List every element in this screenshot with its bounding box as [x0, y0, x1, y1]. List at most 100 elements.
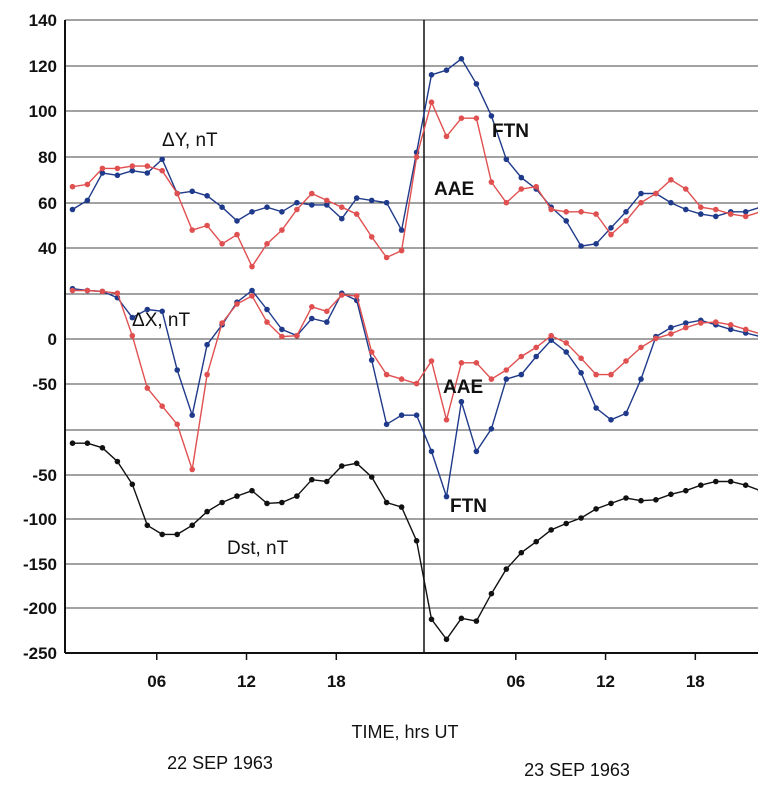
data-point-ftn — [189, 189, 195, 195]
series-label-ftn-mid: FTN — [450, 496, 487, 517]
data-point-ftn — [174, 367, 180, 373]
data-point-ftn — [159, 157, 165, 163]
data-point-ftn — [354, 195, 360, 201]
data-point-ftn — [504, 376, 510, 382]
data-point-aae — [683, 186, 689, 192]
data-point-aae — [414, 154, 420, 160]
data-point-dst — [189, 523, 195, 529]
data-point-aae — [354, 211, 360, 217]
data-point-ftn — [563, 349, 569, 355]
data-point-aae — [324, 309, 330, 315]
data-point-aae — [504, 367, 510, 373]
y-tick-label: 100 — [29, 102, 57, 121]
data-point-aae — [294, 333, 300, 339]
data-point-aae — [100, 166, 106, 172]
data-point-aae — [159, 168, 165, 174]
data-point-aae — [130, 333, 136, 339]
y-tick-label: 60 — [38, 194, 57, 213]
y-tick-label: 140 — [29, 11, 57, 30]
data-point-ftn — [309, 316, 315, 322]
data-point-dst — [653, 497, 659, 503]
data-point-aae — [249, 264, 255, 270]
data-point-dst — [294, 493, 300, 499]
data-point-aae — [713, 319, 719, 325]
data-point-dst — [593, 506, 599, 512]
data-point-aae — [189, 467, 195, 473]
data-point-aae — [234, 232, 240, 238]
data-point-dst — [115, 459, 121, 465]
data-point-aae — [489, 376, 495, 382]
data-point-dst — [608, 501, 614, 507]
data-point-aae — [548, 207, 554, 213]
data-point-aae — [593, 211, 599, 217]
data-point-dst — [85, 440, 91, 446]
data-point-aae — [668, 331, 674, 337]
data-point-ftn — [204, 193, 210, 199]
data-point-dst — [683, 488, 689, 494]
data-point-aae — [339, 204, 345, 210]
data-point-ftn — [414, 412, 420, 418]
series-label-aae-top: AAE — [434, 179, 474, 200]
data-point-aae — [414, 381, 420, 387]
data-point-dst — [489, 591, 495, 597]
data-point-ftn — [683, 207, 689, 213]
data-point-dst — [399, 504, 405, 510]
data-point-dst — [354, 461, 360, 467]
data-point-aae — [219, 241, 225, 247]
data-point-aae — [608, 232, 614, 238]
y-tick-label: -250 — [23, 644, 57, 663]
data-point-ftn — [70, 207, 76, 213]
data-point-aae — [309, 304, 315, 310]
data-point-dst — [533, 539, 539, 545]
data-point-aae — [159, 403, 165, 409]
data-point-aae — [399, 376, 405, 382]
data-point-ftn — [474, 449, 480, 455]
data-point-ftn — [369, 198, 375, 204]
data-point-dst — [204, 509, 210, 515]
data-point-ftn — [429, 72, 435, 78]
x-tick-label: 18 — [327, 672, 346, 691]
data-point-ftn — [384, 422, 390, 428]
data-point-dst — [159, 532, 165, 538]
data-point-aae — [563, 209, 569, 215]
data-point-ftn — [504, 157, 510, 163]
data-point-dst — [743, 482, 749, 488]
data-point-aae — [519, 354, 525, 360]
data-point-ftn — [578, 370, 584, 376]
data-point-ftn — [249, 209, 255, 215]
y-tick-label: -200 — [23, 599, 57, 618]
data-point-aae — [474, 115, 480, 121]
data-point-ftn — [279, 209, 285, 215]
data-point-aae — [369, 234, 375, 240]
data-point-ftn — [519, 175, 525, 181]
data-point-aae — [459, 360, 465, 366]
data-point-aae — [533, 184, 539, 190]
data-point-aae — [728, 211, 734, 217]
x-tick-label: 12 — [237, 672, 256, 691]
data-point-aae — [145, 385, 151, 391]
data-point-ftn — [309, 202, 315, 208]
panel-label-dst: Dst, nT — [227, 538, 289, 559]
data-point-dst — [728, 479, 734, 485]
data-point-aae — [294, 207, 300, 213]
panel-label-dx: ΔX, nT — [132, 310, 190, 331]
data-point-aae — [264, 319, 270, 325]
data-point-dst — [519, 550, 525, 556]
data-point-dst — [698, 482, 704, 488]
data-point-ftn — [429, 449, 435, 455]
data-point-ftn — [533, 354, 539, 360]
data-point-dst — [234, 493, 240, 499]
data-point-aae — [174, 422, 180, 428]
data-point-aae — [593, 372, 599, 378]
data-point-aae — [85, 288, 91, 294]
data-point-aae — [608, 372, 614, 378]
data-point-ftn — [264, 204, 270, 210]
data-point-aae — [638, 200, 644, 206]
series-label-aae-mid: AAE — [443, 377, 483, 398]
data-point-aae — [369, 349, 375, 355]
data-point-aae — [444, 417, 450, 423]
data-point-aae — [115, 166, 121, 172]
